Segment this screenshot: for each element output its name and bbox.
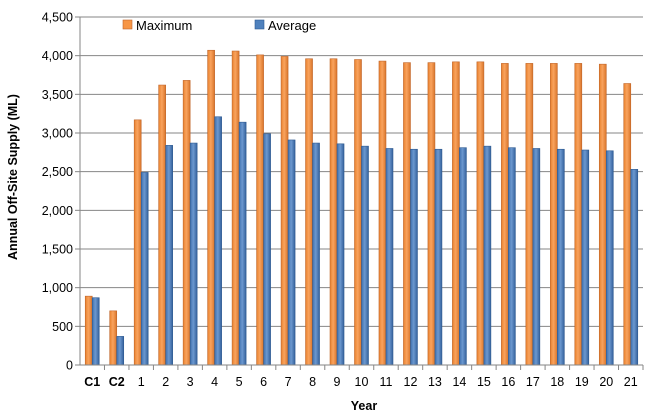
legend-swatch-average bbox=[254, 19, 265, 30]
bar-maximum-4 bbox=[207, 49, 215, 366]
y-axis-title: Annual Off-Site Supply (ML) bbox=[6, 94, 20, 260]
x-tick-label: 11 bbox=[379, 375, 392, 389]
x-tick-label: 3 bbox=[187, 375, 194, 389]
y-tick-label: 3,000 bbox=[42, 127, 73, 141]
y-tick-label: 1,000 bbox=[42, 281, 73, 295]
bar-maximum-11 bbox=[378, 60, 387, 366]
bar-maximum-20 bbox=[598, 63, 607, 366]
x-tick-label: 15 bbox=[477, 375, 491, 389]
bar-maximum-12 bbox=[403, 62, 411, 366]
x-tick-label: 1 bbox=[138, 375, 145, 389]
y-axis-ticks: 0 500 1,000 1,500 2,000 2,500 3,000 3,500 4,000 4… bbox=[42, 11, 73, 373]
bar-average-18 bbox=[557, 148, 565, 366]
y-tick-label: 0 bbox=[66, 359, 73, 373]
bar-average-13 bbox=[434, 148, 443, 366]
bar-average-6 bbox=[263, 133, 271, 366]
bar-average-5 bbox=[238, 121, 247, 366]
x-axis-ticks: C1 C2 1 2 3 4 5 6 7 8 9 10 11 12 13 14 15 16 17 18 19 20 21 bbox=[84, 375, 638, 389]
legend: Maximum Average bbox=[122, 18, 316, 33]
bar-average-14 bbox=[459, 147, 467, 366]
bar-average-12 bbox=[410, 148, 418, 366]
y-tick-label: 4,500 bbox=[42, 11, 73, 25]
bar-maximum-5 bbox=[231, 50, 240, 366]
bar-average-2 bbox=[165, 145, 173, 366]
x-tick-label: 20 bbox=[599, 375, 613, 389]
bar-average-7 bbox=[287, 139, 296, 366]
y-tick-label: 3,500 bbox=[42, 88, 73, 102]
bar-average-15 bbox=[483, 145, 492, 366]
bar-maximum-13 bbox=[427, 62, 436, 366]
y-tick-label: 4,000 bbox=[42, 49, 73, 63]
bar-average-19 bbox=[581, 149, 590, 366]
x-tick-label: 8 bbox=[309, 375, 316, 389]
x-tick-label: 13 bbox=[428, 375, 442, 389]
x-tick-label: 18 bbox=[550, 375, 564, 389]
legend-label-average: Average bbox=[268, 18, 316, 33]
bar-average-1 bbox=[140, 172, 149, 366]
bar-average-8 bbox=[312, 142, 320, 366]
bar-average-3 bbox=[189, 142, 198, 366]
bar-maximum-7 bbox=[280, 56, 289, 366]
bar-maximum-18 bbox=[550, 63, 558, 366]
bar-maximum-1 bbox=[133, 119, 142, 366]
bar-average-10 bbox=[361, 145, 369, 366]
axes bbox=[75, 16, 644, 370]
bar-maximum-21 bbox=[623, 83, 632, 366]
bars bbox=[84, 49, 639, 366]
bar-average-c2 bbox=[116, 336, 125, 366]
x-tick-label: 5 bbox=[236, 375, 243, 389]
x-tick-label: 21 bbox=[624, 375, 638, 389]
bar-average-9 bbox=[336, 143, 345, 366]
bar-maximum-2 bbox=[158, 84, 166, 366]
bar-maximum-c1 bbox=[84, 295, 93, 366]
y-tick-label: 2,000 bbox=[42, 204, 73, 218]
x-tick-label: C1 bbox=[84, 375, 100, 389]
bar-average-4 bbox=[214, 116, 222, 366]
bar-average-16 bbox=[508, 147, 516, 366]
x-tick-label: C2 bbox=[109, 375, 125, 389]
x-tick-label: 2 bbox=[162, 375, 169, 389]
x-tick-label: 12 bbox=[404, 375, 418, 389]
x-tick-label: 19 bbox=[575, 375, 589, 389]
bar-maximum-9 bbox=[329, 58, 338, 366]
bar-average-20 bbox=[605, 150, 614, 366]
bar-maximum-17 bbox=[525, 63, 534, 366]
bar-maximum-8 bbox=[305, 58, 313, 366]
x-tick-label: 17 bbox=[526, 375, 540, 389]
bar-maximum-6 bbox=[256, 54, 264, 366]
x-tick-label: 10 bbox=[355, 375, 369, 389]
bar-average-11 bbox=[385, 148, 394, 366]
y-tick-label: 1,500 bbox=[42, 243, 73, 257]
y-tick-label: 500 bbox=[52, 320, 73, 334]
legend-swatch-maximum bbox=[122, 19, 133, 30]
bar-average-c1 bbox=[91, 297, 100, 366]
bar-maximum-3 bbox=[182, 80, 191, 366]
x-tick-label: 16 bbox=[501, 375, 515, 389]
x-axis-title: Year bbox=[351, 399, 378, 413]
x-tick-label: 9 bbox=[334, 375, 341, 389]
bar-average-21 bbox=[630, 169, 639, 366]
bar-maximum-16 bbox=[501, 63, 509, 366]
bar-maximum-10 bbox=[354, 59, 362, 366]
x-tick-label: 4 bbox=[211, 375, 218, 389]
x-tick-label: 6 bbox=[260, 375, 267, 389]
legend-label-maximum: Maximum bbox=[136, 18, 192, 33]
bar-average-17 bbox=[532, 148, 541, 366]
bar-maximum-15 bbox=[476, 61, 485, 366]
x-tick-label: 7 bbox=[285, 375, 292, 389]
bar-maximum-19 bbox=[574, 63, 583, 366]
bar-maximum-14 bbox=[452, 61, 460, 366]
bar-maximum-c2 bbox=[109, 310, 118, 366]
y-tick-label: 2,500 bbox=[42, 165, 73, 179]
x-tick-label: 14 bbox=[452, 375, 466, 389]
